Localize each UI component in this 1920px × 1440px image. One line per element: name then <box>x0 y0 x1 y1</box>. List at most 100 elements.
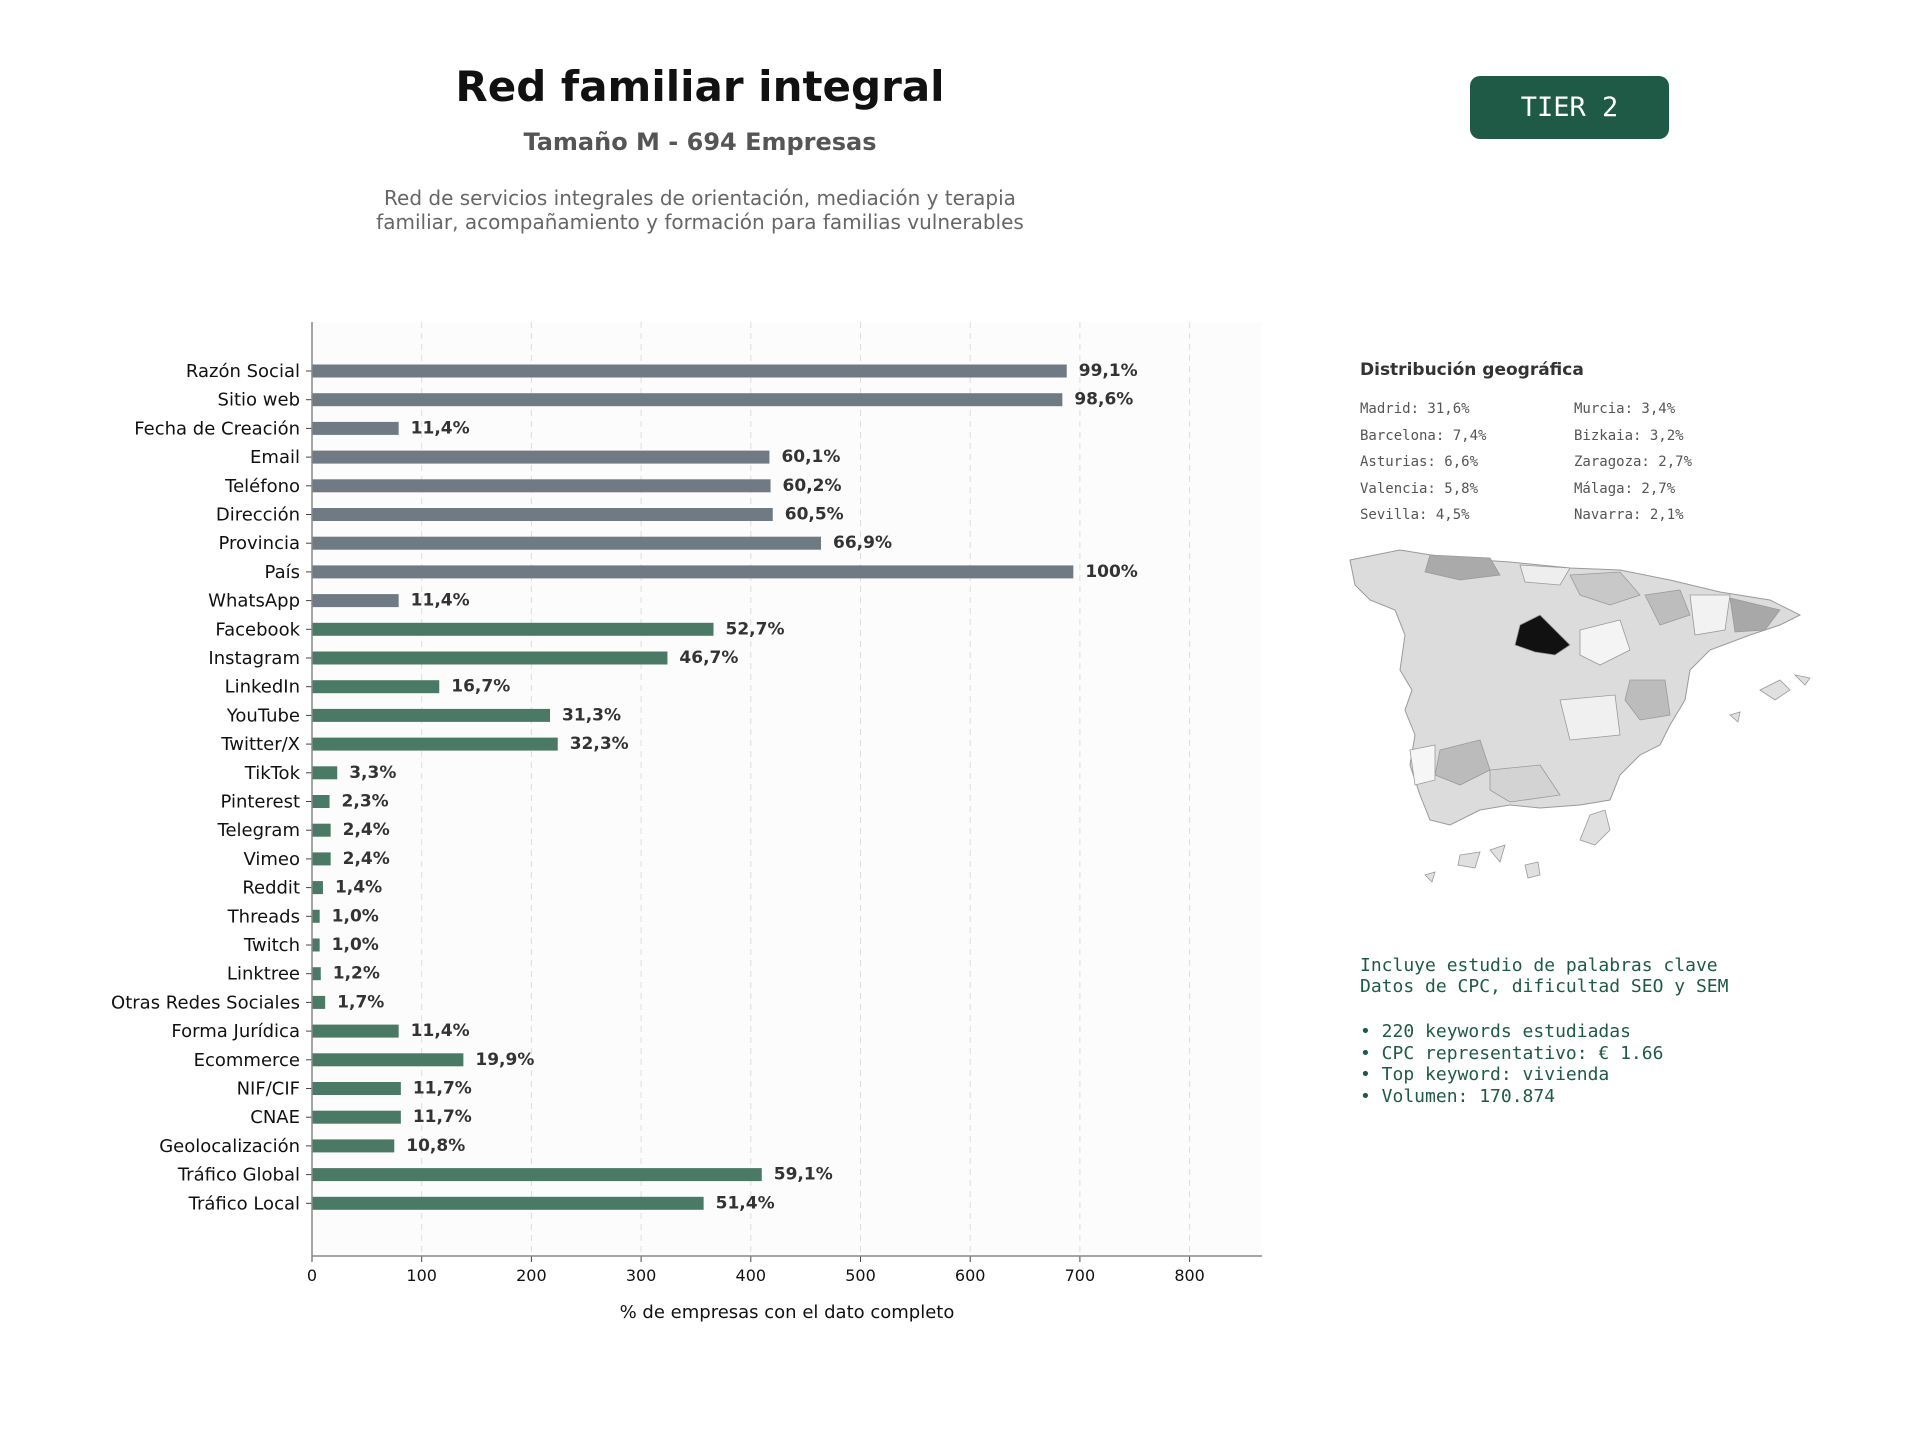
sector-description: Red de servicios integrales de orientaci… <box>300 186 1100 234</box>
geo-item: Bizkaia: 3,2% <box>1574 427 1684 444</box>
bar <box>312 995 326 1009</box>
geo-item: Asturias: 6,6% <box>1360 454 1479 470</box>
category-label: Ecommerce <box>194 1050 300 1071</box>
data-label: 11,4% <box>411 1021 470 1041</box>
category-label: Threads <box>227 906 300 927</box>
data-label: 1,0% <box>332 935 379 955</box>
x-tick-label: 500 <box>845 1266 876 1285</box>
bar <box>312 909 320 923</box>
category-label: Facebook <box>215 619 300 640</box>
bar <box>312 393 1063 407</box>
data-label: 99,1% <box>1079 361 1138 381</box>
description-line-1: Red de servicios integrales de orientaci… <box>384 186 1016 210</box>
data-label: 66,9% <box>833 533 892 553</box>
page-title: Red familiar integral <box>455 62 945 111</box>
keyword-bullet: • Top keyword: vivienda <box>1360 1064 1610 1085</box>
data-label: 100% <box>1085 562 1138 582</box>
geo-item: Murcia: 3,4% <box>1574 401 1676 417</box>
category-label: Twitter/X <box>220 734 300 755</box>
bar <box>312 795 330 808</box>
bar <box>312 737 558 751</box>
category-label: TikTok <box>244 763 301 784</box>
x-tick-label: 300 <box>626 1266 657 1285</box>
data-label: 52,7% <box>726 619 785 639</box>
category-label: Instagram <box>208 648 300 669</box>
data-label: 1,7% <box>337 992 384 1012</box>
keywords-line-1: Incluye estudio de palabras clave <box>1360 955 1718 976</box>
bar <box>312 1196 704 1210</box>
category-label: Sitio web <box>218 390 300 411</box>
x-tick-label: 800 <box>1174 1266 1205 1285</box>
bar <box>312 565 1074 579</box>
category-label: Linktree <box>227 964 300 985</box>
category-label: Twitch <box>243 935 300 956</box>
data-label: 11,7% <box>413 1079 472 1099</box>
x-ticks: 0 100 200 300 400 500 600 700 800 <box>307 1256 1205 1285</box>
data-label: 60,2% <box>783 476 842 496</box>
bar <box>312 823 331 837</box>
category-label: Forma Jurídica <box>171 1021 300 1042</box>
data-label: 60,5% <box>785 505 844 525</box>
x-tick-label: 700 <box>1065 1266 1096 1285</box>
tier-badge: TIER 2 <box>1470 76 1669 139</box>
bar <box>312 1053 464 1067</box>
keyword-bullet: • 220 keywords estudiadas <box>1360 1021 1631 1042</box>
bar <box>312 1168 762 1182</box>
data-label: 31,3% <box>562 705 621 725</box>
bar <box>312 651 668 665</box>
bar <box>312 1110 401 1124</box>
keyword-bullet: • Volumen: 170.874 <box>1360 1085 1556 1107</box>
bar <box>312 508 773 521</box>
category-label: Razón Social <box>186 361 300 382</box>
geo-item: Madrid: 31,6% <box>1360 401 1470 417</box>
bar <box>312 881 323 895</box>
data-label: 46,7% <box>679 648 738 668</box>
data-label: 60,1% <box>781 447 840 467</box>
category-label: Teléfono <box>224 476 300 497</box>
category-label: Otras Redes Sociales <box>111 992 300 1013</box>
description-line-2: familiar, acompañamiento y formación par… <box>376 210 1024 234</box>
bar <box>312 1139 395 1153</box>
category-label: YouTube <box>226 705 300 726</box>
data-label: 1,2% <box>333 964 380 984</box>
category-label: Fecha de Creación <box>134 418 300 439</box>
category-label: LinkedIn <box>225 677 300 698</box>
bar <box>312 680 440 694</box>
bar <box>312 1024 399 1038</box>
category-label: Geolocalización <box>159 1136 300 1157</box>
data-label: 11,4% <box>411 418 470 438</box>
data-label: 2,3% <box>342 792 389 812</box>
bar <box>312 450 770 464</box>
bar <box>312 1082 401 1095</box>
category-label: Dirección <box>216 505 300 526</box>
data-label: 16,7% <box>451 677 510 697</box>
bar <box>312 622 714 636</box>
keywords-line-2: Datos de CPC, dificultad SEO y SEM <box>1360 976 1729 997</box>
x-tick-label: 200 <box>516 1266 547 1285</box>
data-label: 59,1% <box>774 1165 833 1185</box>
x-tick-label: 100 <box>406 1266 437 1285</box>
category-label: Pinterest <box>220 792 300 813</box>
x-axis-label: % de empresas con el dato completo <box>620 1302 955 1323</box>
geo-item: Sevilla: 4,5% <box>1360 507 1470 523</box>
x-tick-label: 600 <box>955 1266 986 1285</box>
bar <box>312 421 399 435</box>
geo-item: Valencia: 5,8% <box>1360 480 1479 497</box>
data-label: 10,8% <box>406 1136 465 1156</box>
data-label: 2,4% <box>343 849 390 869</box>
category-label: Provincia <box>218 533 300 554</box>
data-label: 2,4% <box>343 820 390 840</box>
data-label: 1,4% <box>335 878 382 898</box>
bar <box>312 594 399 608</box>
category-labels: Razón Social Sitio web Fecha de Creación Em… <box>111 361 312 1214</box>
data-label: 19,9% <box>475 1050 534 1070</box>
bar <box>312 967 321 981</box>
data-label: 11,4% <box>411 591 470 611</box>
data-label: 11,7% <box>413 1107 472 1127</box>
keyword-bullet: • CPC representativo: € 1.66 <box>1360 1042 1664 1064</box>
x-tick-label: 400 <box>736 1266 767 1285</box>
bar <box>312 938 320 952</box>
category-label: Telegram <box>217 820 300 841</box>
category-label: Vimeo <box>243 849 300 870</box>
category-label: NIF/CIF <box>237 1079 300 1100</box>
